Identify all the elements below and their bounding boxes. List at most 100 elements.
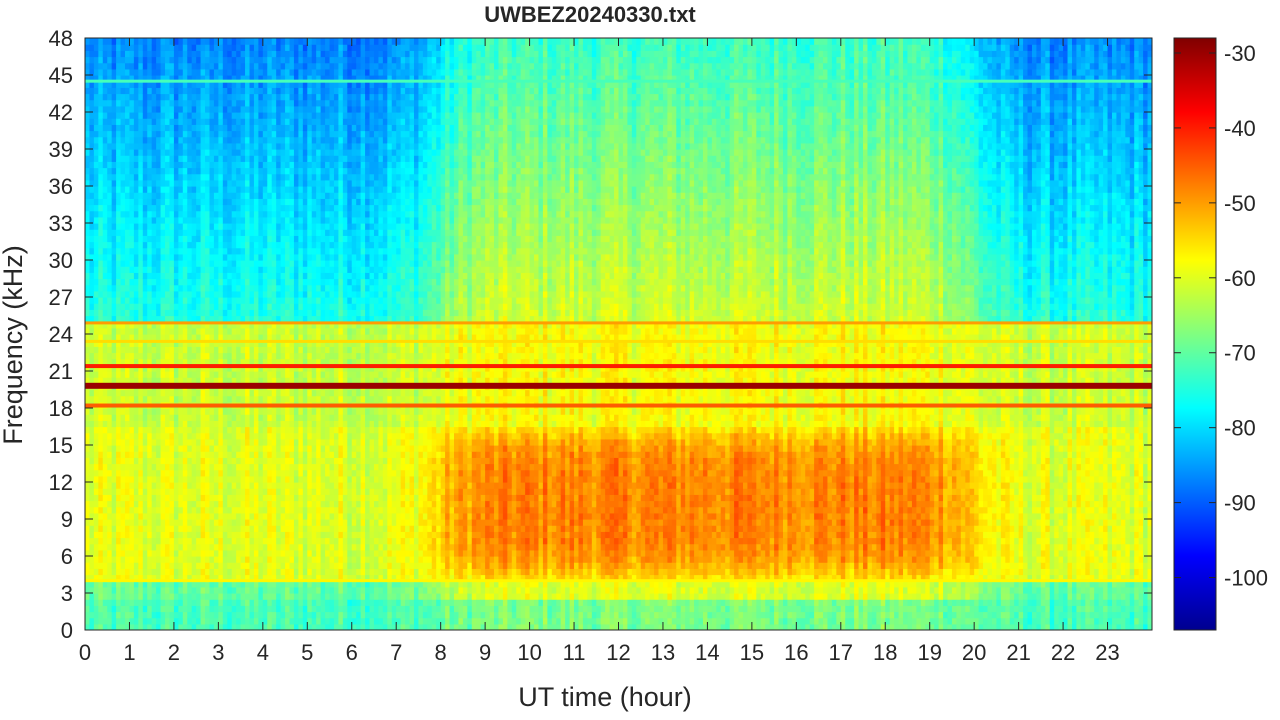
heatmap-cell [94,235,99,242]
heatmap-cell [298,414,303,421]
heatmap-cell [232,161,237,168]
heatmap-cell [276,223,281,230]
heatmap-cell [214,464,219,471]
heatmap-cell [294,353,299,360]
heatmap-cell [98,38,103,45]
heatmap-cell [152,587,157,594]
heatmap-cell [201,507,206,514]
heatmap-cell [285,260,290,267]
heatmap-cell [272,612,277,619]
heatmap-cell [276,476,281,483]
heatmap-cell [174,494,179,501]
heatmap-cell [174,69,179,76]
heatmap-cell [138,451,143,458]
heatmap-cell [138,106,143,113]
heatmap-cell [107,198,112,205]
heatmap-cell [85,50,90,57]
heatmap-cell [258,328,263,335]
heatmap-cell [98,568,103,575]
heatmap-cell [156,476,161,483]
heatmap-cell [121,618,126,625]
heatmap-cell [294,192,299,199]
heatmap-cell [245,303,250,310]
heatmap-cell [263,531,268,538]
heatmap-cell [205,118,210,125]
heatmap-cell [312,482,317,489]
heatmap-cell [174,106,179,113]
heatmap-cell [214,205,219,212]
heatmap-cell [129,124,134,131]
heatmap-cell [121,470,126,477]
heatmap-cell [312,223,317,230]
heatmap-cell [125,94,130,101]
heatmap-cell [232,593,237,600]
heatmap-cell [232,266,237,273]
heatmap-cell [245,328,250,335]
heatmap-cell [298,316,303,323]
heatmap-cell [187,420,192,427]
heatmap-cell [281,544,286,551]
heatmap-cell [138,192,143,199]
heatmap-cell [165,161,170,168]
heatmap-cell [205,451,210,458]
heatmap-cell [187,248,192,255]
heatmap-cell [272,297,277,304]
heatmap-cell [205,174,210,181]
heatmap-cell [276,427,281,434]
heatmap-cell [276,297,281,304]
heatmap-cell [205,131,210,138]
heatmap-cell [205,427,210,434]
heatmap-cell [218,106,223,113]
heatmap-cell [183,254,188,261]
heatmap-cell [125,605,130,612]
heatmap-cell [201,248,206,255]
heatmap-cell [298,513,303,520]
heatmap-cell [138,198,143,205]
heatmap-cell [267,149,272,156]
heatmap-cell [112,149,117,156]
heatmap-cell [290,44,295,51]
heatmap-cell [125,186,130,193]
heatmap-cell [272,538,277,545]
heatmap-cell [272,550,277,557]
heatmap-cell [312,124,317,131]
heatmap-cell [236,371,241,378]
heatmap-cell [196,464,201,471]
heatmap-cell [156,303,161,310]
heatmap-cell [196,476,201,483]
heatmap-cell [250,38,255,45]
heatmap-cell [156,525,161,532]
heatmap-cell [214,353,219,360]
heatmap-cell [152,568,157,575]
heatmap-cell [245,272,250,279]
heatmap-cell [303,556,308,563]
heatmap-cell [116,242,121,249]
heatmap-cell [161,297,166,304]
heatmap-cell [178,63,183,70]
heatmap-cell [263,519,268,526]
heatmap-cell [116,414,121,421]
heatmap-cell [205,168,210,175]
heatmap-cell [85,488,90,495]
heatmap-cell [272,161,277,168]
heatmap-cell [307,353,312,360]
heatmap-cell [89,538,94,545]
heatmap-cell [94,427,99,434]
heatmap-cell [85,285,90,292]
heatmap-cell [214,525,219,532]
heatmap-cell [223,451,228,458]
heatmap-cell [227,131,232,138]
heatmap-cell [165,266,170,273]
heatmap-cell [263,451,268,458]
heatmap-cell [174,155,179,162]
heatmap-cell [290,482,295,489]
heatmap-cell [152,525,157,532]
heatmap-cell [178,531,183,538]
heatmap-cell [192,217,197,224]
heatmap-cell [116,470,121,477]
heatmap-cell [125,217,130,224]
heatmap-cell [103,513,108,520]
heatmap-cell [232,186,237,193]
heatmap-cell [250,618,255,625]
heatmap-cell [196,427,201,434]
